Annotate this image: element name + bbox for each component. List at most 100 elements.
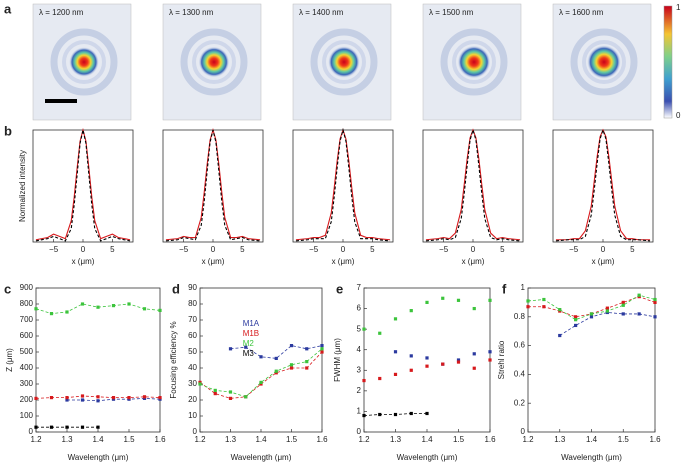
panel-letter: b	[4, 123, 12, 138]
x-tick-label: 0	[601, 245, 606, 254]
data-point	[605, 309, 609, 313]
data-point	[158, 308, 162, 312]
legend-entry: M1B	[243, 329, 259, 338]
data-point	[526, 299, 530, 303]
ring	[322, 40, 366, 84]
legend-entry: M3	[243, 349, 255, 358]
y-tick-label: 700	[20, 315, 34, 324]
data-point	[558, 333, 562, 338]
y-tick-label: 0	[521, 427, 526, 436]
ring	[440, 28, 508, 96]
y-tick-label: 4	[357, 345, 362, 354]
y-axis-label: Normalized intensity	[18, 150, 27, 222]
data-point	[621, 303, 625, 307]
ring	[180, 28, 248, 96]
data-point	[653, 300, 657, 304]
panel-letter: c	[4, 281, 11, 296]
data-point	[589, 315, 594, 319]
y-tick-label: 0.2	[514, 398, 526, 407]
y-tick-label: 300	[20, 379, 34, 388]
data-point	[637, 293, 641, 297]
x-tick-label: 1.4	[586, 435, 598, 444]
data-point	[65, 396, 69, 400]
data-point	[378, 376, 382, 381]
data-point	[574, 315, 578, 319]
ring	[310, 28, 378, 96]
x-axis-label: Wavelength (μm)	[68, 453, 129, 462]
data-point	[393, 412, 398, 417]
plot-frame	[35, 287, 161, 433]
data-point	[96, 305, 100, 309]
data-point	[289, 366, 294, 370]
series-line	[35, 129, 131, 242]
data-point	[653, 315, 657, 319]
data-point	[409, 368, 413, 372]
y-axis-label: Strehl ratio	[497, 340, 506, 379]
ring	[192, 40, 236, 84]
x-tick-label: −5	[309, 245, 319, 254]
data-point	[653, 297, 657, 302]
spot	[328, 46, 360, 78]
x-tick-label: 1.2	[194, 435, 206, 444]
ring	[570, 28, 638, 96]
data-point	[80, 394, 85, 398]
x-axis-label: x (μm)	[202, 257, 225, 266]
image-label: λ = 1600 nm	[559, 8, 604, 17]
data-point	[96, 399, 100, 403]
data-point	[320, 344, 324, 348]
y-tick-label: 6	[357, 304, 362, 313]
data-point	[320, 347, 324, 351]
data-point	[409, 354, 413, 358]
data-point	[34, 396, 38, 400]
y-tick-label: 200	[20, 395, 34, 404]
data-point	[111, 304, 116, 308]
data-point	[198, 382, 202, 386]
y-tick-label: 0.4	[514, 370, 526, 379]
series-line	[199, 348, 323, 398]
spot	[587, 45, 621, 79]
data-point	[362, 378, 366, 383]
x-tick-label: 1.5	[618, 435, 630, 444]
scale-bar	[45, 99, 77, 103]
plot-frame	[552, 129, 654, 243]
y-tick-label: 80	[188, 299, 197, 308]
ring	[50, 28, 118, 96]
data-point	[456, 360, 461, 364]
y-tick-label: 0	[357, 427, 362, 436]
y-tick-label: 60	[188, 331, 197, 340]
panel-letter: e	[336, 281, 343, 296]
data-point	[488, 298, 492, 302]
data-point	[49, 396, 54, 400]
colorbar-min: 0	[676, 111, 681, 120]
x-tick-label: 1.2	[358, 435, 370, 444]
x-tick-label: 0	[211, 245, 216, 254]
data-point	[488, 358, 492, 362]
plot-frame	[199, 287, 323, 433]
x-axis-label: Wavelength (μm)	[397, 453, 458, 462]
data-point	[96, 425, 100, 429]
data-point	[213, 388, 217, 392]
y-tick-label: 5	[357, 324, 362, 333]
plot-frame	[422, 129, 524, 243]
x-tick-label: 1.2	[522, 435, 534, 444]
data-point	[274, 356, 278, 360]
series-line	[165, 129, 261, 242]
x-tick-label: 1.6	[316, 435, 328, 444]
data-point	[362, 413, 366, 418]
x-tick-label: 1.4	[255, 435, 267, 444]
data-point	[425, 411, 429, 416]
data-point	[80, 302, 85, 306]
data-point	[542, 297, 546, 302]
data-point	[65, 425, 69, 429]
y-axis-label: FWHM (μm)	[333, 338, 342, 382]
data-point	[472, 352, 476, 356]
x-tick-label: 1.4	[92, 435, 104, 444]
data-point	[111, 396, 116, 400]
x-tick-label: 0	[471, 245, 476, 254]
data-point	[526, 305, 530, 309]
x-axis-label: x (μm)	[592, 257, 615, 266]
data-point	[425, 356, 429, 360]
x-tick-label: 1.3	[390, 435, 402, 444]
data-point	[378, 331, 382, 335]
